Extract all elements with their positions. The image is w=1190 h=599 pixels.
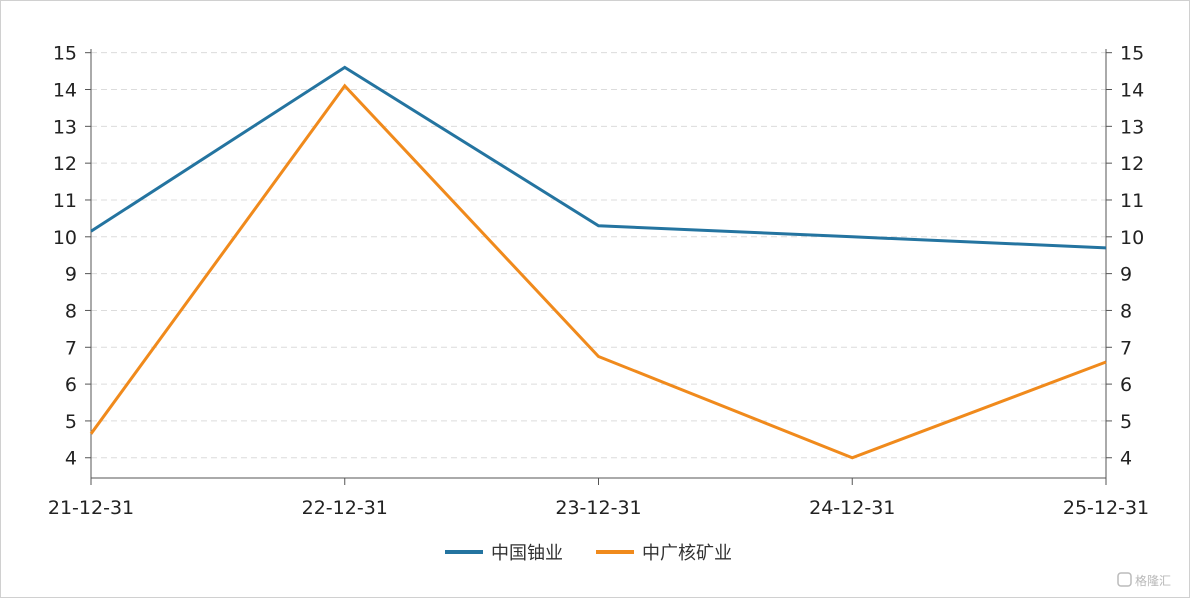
- y-tick-label-right: 12: [1120, 153, 1144, 175]
- x-tick-label: 21-12-31: [48, 497, 134, 519]
- x-tick-label: 24-12-31: [809, 497, 895, 519]
- legend-label: 中国铀业: [491, 543, 563, 564]
- y-tick-label-right: 7: [1120, 337, 1132, 359]
- series-line-0: [91, 67, 1106, 247]
- x-tick-label: 25-12-31: [1063, 497, 1149, 519]
- y-tick-label-left: 8: [65, 300, 77, 322]
- tick-labels: 4 4 5 5 6 6 7 7 8 8 9 9 10 10 11 11 12 12 13 13 14 14 15 15 21-1…: [48, 43, 1149, 519]
- y-tick-label-right: 14: [1120, 80, 1144, 102]
- y-tick-label-left: 14: [53, 80, 77, 102]
- watermark: 格隆汇: [1118, 573, 1171, 588]
- watermark-text: 格隆汇: [1135, 573, 1171, 588]
- y-tick-label-right: 5: [1120, 411, 1132, 433]
- y-tick-label-left: 6: [65, 374, 77, 396]
- y-tick-label-left: 5: [65, 411, 77, 433]
- x-tick-label: 22-12-31: [302, 497, 388, 519]
- y-tick-label-right: 15: [1120, 43, 1144, 65]
- watermark-logo-icon: [1118, 573, 1131, 586]
- gridlines: [91, 53, 1106, 458]
- y-tick-label-right: 13: [1120, 116, 1144, 138]
- y-tick-label-right: 9: [1120, 264, 1132, 286]
- y-tick-label-left: 15: [53, 43, 77, 65]
- y-tick-label-right: 6: [1120, 374, 1132, 396]
- legend: 中国铀业 中广核矿业: [445, 543, 732, 564]
- y-tick-label-left: 12: [53, 153, 77, 175]
- y-tick-label-left: 11: [53, 190, 77, 212]
- y-tick-label-left: 13: [53, 116, 77, 138]
- y-tick-label-right: 8: [1120, 300, 1132, 322]
- series-line-1: [91, 86, 1106, 458]
- y-tick-label-left: 9: [65, 264, 77, 286]
- y-tick-label-left: 4: [65, 448, 77, 470]
- y-tick-label-left: 10: [53, 227, 77, 249]
- legend-label: 中广核矿业: [642, 543, 732, 564]
- y-tick-label-right: 11: [1120, 190, 1144, 212]
- y-tick-label-right: 10: [1120, 227, 1144, 249]
- axes: [85, 49, 1112, 485]
- y-tick-label-right: 4: [1120, 448, 1132, 470]
- x-tick-label: 23-12-31: [555, 497, 641, 519]
- y-tick-label-left: 7: [65, 337, 77, 359]
